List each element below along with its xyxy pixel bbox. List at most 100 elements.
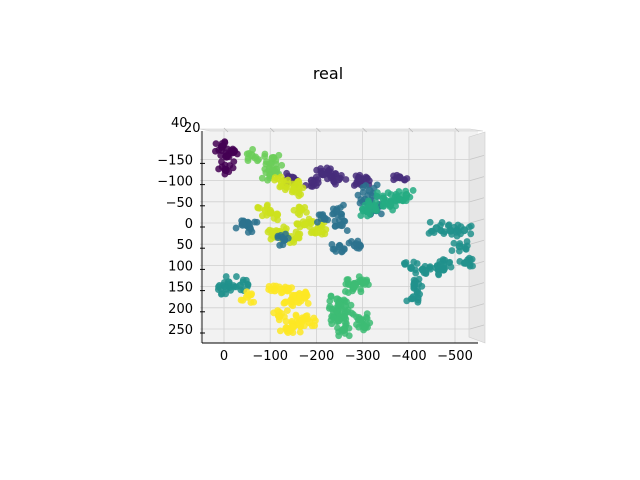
scatter-point — [335, 242, 344, 251]
scatter-point — [328, 320, 336, 328]
scatter-point — [410, 258, 418, 266]
scatter-point — [462, 245, 470, 253]
x-top-tick — [269, 127, 275, 133]
y-side-grid — [469, 282, 485, 287]
scatter-point — [280, 235, 289, 244]
scatter-point — [236, 281, 245, 290]
z-tick-label: 20 — [184, 121, 201, 136]
scatter-point — [277, 177, 286, 186]
scatter-point — [281, 299, 289, 307]
scatter-point — [342, 176, 350, 183]
scatter-cluster — [237, 282, 319, 336]
y-side-grid — [469, 197, 485, 203]
scatter-point — [222, 273, 230, 280]
scatter-point — [402, 191, 411, 200]
scatter-point — [350, 281, 359, 290]
y-side-grid — [469, 176, 485, 181]
scatter-point — [362, 313, 370, 321]
x-tick-label: −500 — [437, 349, 473, 364]
scatter-point — [277, 285, 285, 293]
scatter-point — [345, 239, 353, 247]
scatter-point — [373, 192, 381, 200]
scatter-point — [307, 229, 315, 237]
scatter-point — [321, 230, 329, 238]
scatter-point — [435, 271, 443, 279]
scatter-point — [278, 161, 286, 169]
scatter-point — [381, 198, 388, 206]
scatter-point — [334, 316, 343, 325]
scatter-point — [418, 265, 427, 274]
y-tick-label: −100 — [157, 175, 193, 190]
scatter-cluster — [212, 138, 241, 178]
scatter-cluster — [254, 173, 330, 247]
scatter-point — [317, 165, 325, 172]
scatter-point — [298, 316, 306, 324]
scatter-point — [439, 265, 448, 274]
scatter-point — [343, 227, 351, 234]
scatter-point — [289, 185, 298, 194]
scatter-point — [334, 175, 343, 184]
scatter-point — [372, 203, 380, 211]
scatter-point — [270, 309, 278, 317]
scatter-point — [232, 224, 240, 232]
scatter-point — [244, 283, 251, 291]
scatter-point — [446, 226, 455, 235]
x-tick-label: −100 — [252, 349, 288, 364]
scatter-point — [355, 273, 363, 280]
y-tick-label: −150 — [157, 153, 193, 168]
y-side-grid — [469, 303, 485, 309]
scatter-point — [305, 318, 314, 327]
scatter-point — [384, 189, 392, 197]
x-top-tick — [316, 127, 321, 133]
scatter-point — [296, 206, 305, 215]
scatter-point — [283, 285, 292, 294]
top-pane — [199, 128, 484, 132]
scatter-point — [300, 220, 309, 229]
z-tick-label: 40 — [171, 116, 188, 131]
scatter-point — [304, 300, 312, 307]
scatter-point — [293, 220, 301, 228]
x-tick-label: −200 — [299, 349, 335, 364]
scatter-point — [329, 210, 336, 218]
scatter-point — [448, 247, 456, 254]
y-tick-label: 50 — [176, 238, 193, 253]
y-side-grid — [469, 155, 485, 160]
scatter-point — [432, 224, 441, 233]
tick-labels: 0 −100 −200 −300 −400 −500−150−100−5005010015… — [157, 116, 473, 364]
scatter-point — [409, 293, 418, 302]
scatter-point — [222, 284, 231, 293]
scatter-point — [326, 171, 334, 179]
scatter-point — [390, 172, 397, 180]
scatter-point — [295, 189, 303, 197]
scatter-point — [409, 187, 417, 194]
scatter-point — [268, 154, 277, 163]
scatter-point — [467, 222, 475, 230]
scatter-point — [296, 328, 304, 336]
scatter-point — [282, 317, 290, 325]
scatter-point — [276, 241, 284, 249]
scatter-point — [359, 279, 366, 287]
scatter-point — [318, 222, 326, 230]
y-side-grid — [469, 218, 485, 224]
scatter-point — [258, 174, 266, 182]
y-tick-label: −50 — [166, 196, 193, 211]
scatter-point — [331, 222, 339, 230]
scatter-point — [256, 204, 263, 212]
scatter-point — [460, 226, 469, 235]
scatter-point — [395, 188, 403, 195]
scatter-point — [341, 319, 349, 327]
scatter-point — [410, 280, 419, 289]
scatter-point — [307, 218, 315, 225]
scatter-point — [365, 186, 374, 195]
scatter-point — [300, 293, 309, 302]
x-top-tick — [454, 127, 460, 133]
axes — [200, 131, 478, 344]
scatter-point — [447, 263, 455, 271]
scatter-point — [359, 189, 367, 196]
y-tick-label: 200 — [168, 302, 193, 317]
x-top-tick — [362, 127, 367, 133]
chart-title: real — [313, 64, 343, 83]
scatter-point — [461, 258, 470, 267]
scatter-point — [413, 287, 421, 295]
